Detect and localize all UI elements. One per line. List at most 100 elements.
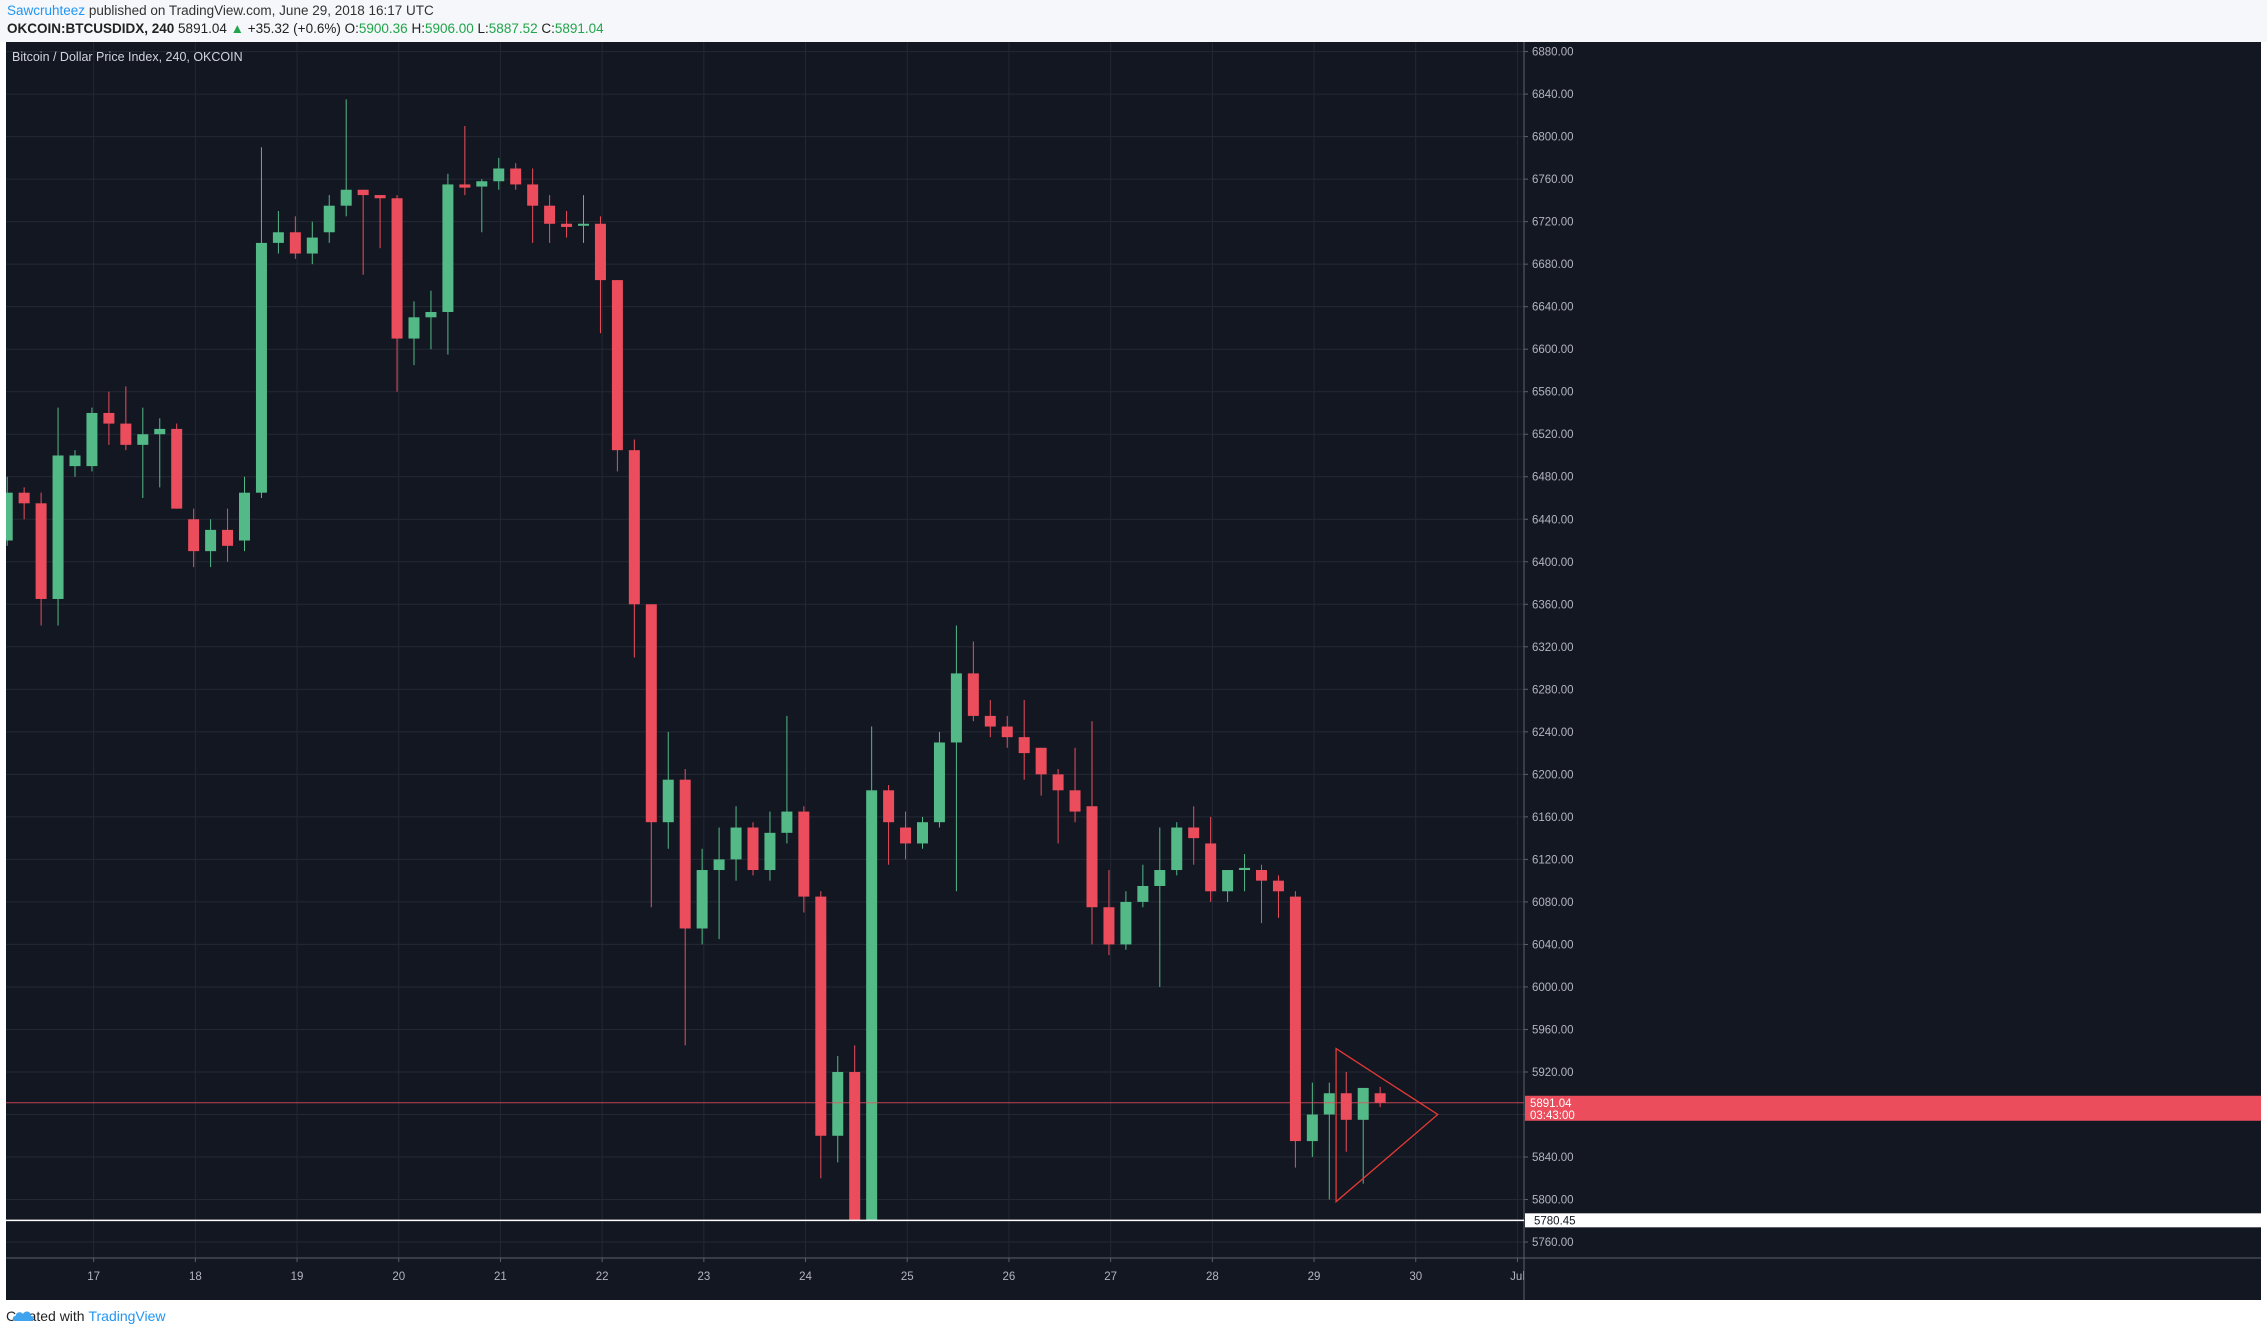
candle-down[interactable]	[1086, 806, 1098, 908]
candle-down[interactable]	[967, 673, 979, 716]
candle-down[interactable]	[628, 450, 640, 605]
candle-down[interactable]	[849, 1071, 861, 1221]
candle-up[interactable]	[950, 673, 962, 743]
candle-up[interactable]	[662, 779, 674, 823]
candle-down[interactable]	[188, 519, 200, 552]
candle-down[interactable]	[544, 205, 556, 224]
candle-down[interactable]	[1272, 880, 1284, 892]
candle-down[interactable]	[815, 896, 827, 1136]
candle-up[interactable]	[425, 311, 437, 318]
candle-down[interactable]	[18, 492, 30, 504]
candle-down[interactable]	[391, 198, 403, 339]
candle-up[interactable]	[239, 492, 250, 541]
candlestick-chart[interactable]: 5760.005800.005840.005880.005920.005960.…	[6, 42, 2261, 1300]
candle-up[interactable]	[493, 168, 505, 182]
candle-up[interactable]	[1222, 870, 1234, 892]
candle-up[interactable]	[255, 242, 267, 493]
candle-down[interactable]	[1103, 907, 1115, 945]
candle-down[interactable]	[883, 790, 895, 823]
candle-down[interactable]	[984, 715, 996, 727]
candle-down[interactable]	[357, 189, 369, 196]
candle-up[interactable]	[578, 223, 589, 226]
candle-up[interactable]	[1120, 901, 1132, 945]
candle-down[interactable]	[611, 280, 623, 451]
candle-up[interactable]	[866, 790, 878, 1221]
price-axis-label: 6840.00	[1532, 89, 1574, 101]
candle-up[interactable]	[730, 827, 742, 860]
candle-up[interactable]	[1171, 827, 1183, 871]
candle-down[interactable]	[289, 232, 301, 254]
candle-up[interactable]	[781, 811, 793, 833]
candle-down[interactable]	[222, 529, 234, 546]
candle-up[interactable]	[6, 492, 13, 541]
candle-up[interactable]	[713, 859, 725, 871]
candle-down[interactable]	[645, 604, 657, 823]
time-axis-label: 25	[901, 1271, 914, 1283]
price-axis-label: 6240.00	[1532, 727, 1574, 739]
candle-down[interactable]	[1069, 790, 1081, 812]
candle-up[interactable]	[306, 237, 318, 254]
candle-up[interactable]	[69, 455, 81, 467]
candle-up[interactable]	[917, 822, 928, 844]
countdown-label: 03:43:00	[1530, 1110, 1575, 1122]
candle-up[interactable]	[1306, 1114, 1318, 1142]
candle-down[interactable]	[679, 779, 691, 929]
candle-up[interactable]	[696, 870, 708, 929]
candle-down[interactable]	[1001, 726, 1013, 738]
candle-up[interactable]	[205, 529, 217, 552]
price-axis-label: 6080.00	[1532, 897, 1574, 909]
candle-down[interactable]	[798, 811, 810, 897]
candle-up[interactable]	[1357, 1087, 1369, 1120]
candle-up[interactable]	[1323, 1093, 1335, 1115]
candle-down[interactable]	[1374, 1093, 1386, 1103]
candle-down[interactable]	[1035, 747, 1047, 775]
price-axis-label: 5960.00	[1532, 1024, 1574, 1036]
candle-up[interactable]	[52, 455, 64, 599]
candle-up[interactable]	[272, 232, 284, 243]
candle-up[interactable]	[1137, 885, 1149, 902]
time-axis-label: 17	[87, 1271, 100, 1283]
price-axis-label: 6360.00	[1532, 599, 1574, 611]
candle-down[interactable]	[1256, 870, 1267, 881]
symbol-label: OKCOIN:BTCUSDIDX, 240	[7, 21, 175, 36]
chart-area[interactable]: 5760.005800.005840.005880.005920.005960.…	[6, 42, 2261, 1300]
candle-up[interactable]	[86, 412, 98, 467]
candle-up[interactable]	[933, 742, 945, 823]
candle-down[interactable]	[1289, 896, 1301, 1142]
tradingview-link[interactable]: TradingView	[88, 1308, 166, 1324]
candle-down[interactable]	[35, 503, 47, 599]
candle-down[interactable]	[374, 195, 386, 199]
candle-up[interactable]	[137, 434, 149, 445]
header-bar: Sawcruhteez published on TradingView.com…	[0, 0, 2267, 42]
price-axis-label: 6640.00	[1532, 302, 1574, 314]
candle-up[interactable]	[832, 1071, 844, 1136]
candle-down[interactable]	[171, 428, 183, 509]
candle-down[interactable]	[1340, 1093, 1352, 1120]
candle-down[interactable]	[103, 412, 115, 424]
time-axis-label: 30	[1409, 1271, 1422, 1283]
candle-down[interactable]	[1188, 827, 1200, 839]
candle-down[interactable]	[1205, 843, 1217, 892]
candle-up[interactable]	[764, 832, 776, 871]
author-link[interactable]: Sawcruhteez	[7, 3, 86, 18]
candle-down[interactable]	[120, 423, 132, 445]
candle-up[interactable]	[323, 205, 335, 233]
candle-down[interactable]	[747, 827, 759, 871]
candle-down[interactable]	[1018, 737, 1030, 754]
candle-up[interactable]	[154, 428, 166, 435]
candle-up[interactable]	[1154, 870, 1166, 886]
candle-down[interactable]	[594, 223, 606, 281]
candle-up[interactable]	[340, 189, 352, 206]
candle-down[interactable]	[561, 223, 573, 227]
candle-down[interactable]	[1052, 774, 1064, 791]
candle-up[interactable]	[408, 317, 420, 339]
candle-up[interactable]	[1239, 867, 1251, 871]
candle-down[interactable]	[900, 827, 912, 844]
open-value: 5900.36	[358, 21, 408, 36]
time-axis-label: 23	[697, 1271, 710, 1283]
candle-down[interactable]	[527, 184, 539, 206]
candle-down[interactable]	[459, 184, 471, 188]
candle-down[interactable]	[510, 168, 522, 185]
candle-up[interactable]	[442, 184, 454, 312]
candle-up[interactable]	[476, 181, 488, 187]
